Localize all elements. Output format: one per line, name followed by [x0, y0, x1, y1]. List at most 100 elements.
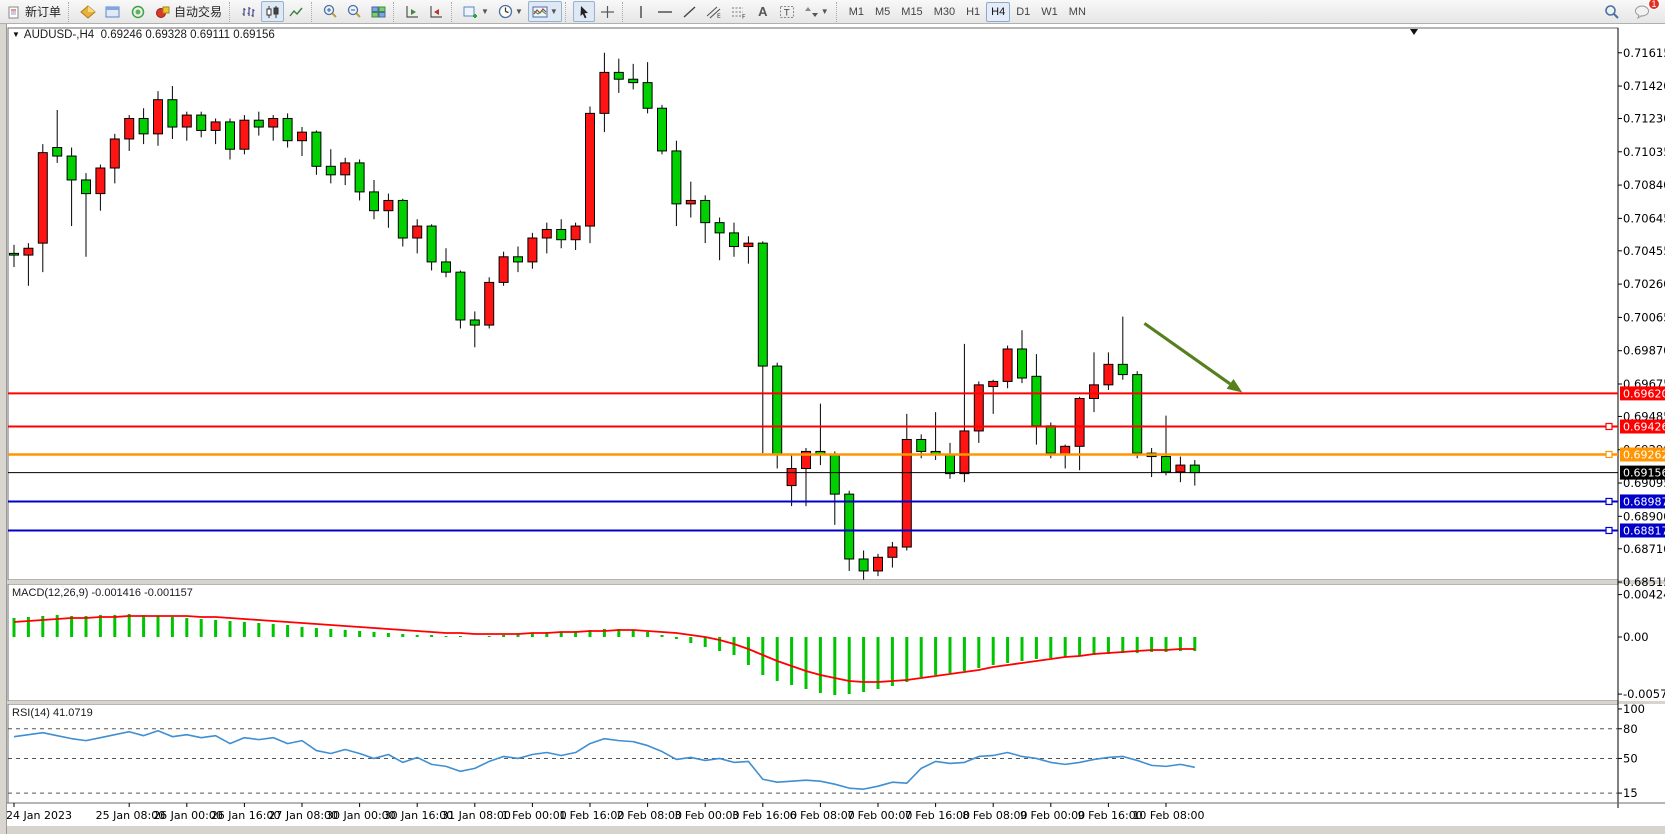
- panel-separator[interactable]: [0, 701, 1665, 704]
- rsi-name: RSI(14): [12, 707, 50, 719]
- candle: [181, 114, 192, 128]
- zoom-out-button[interactable]: [343, 1, 366, 22]
- channel-tool-button[interactable]: E: [702, 1, 726, 22]
- trend-arrow[interactable]: [1143, 322, 1231, 386]
- candle: [973, 384, 984, 432]
- dropdown-arrow-icon: ▼: [514, 7, 523, 16]
- new-order-button[interactable]: 新订单: [4, 1, 65, 22]
- fibonacci-tool-button[interactable]: F: [727, 1, 751, 22]
- timeframe-button-m15[interactable]: M15: [901, 5, 923, 18]
- candle: [901, 438, 912, 548]
- candle: [772, 365, 783, 456]
- notifications-button[interactable]: 1: [1630, 0, 1660, 22]
- templates-button[interactable]: ▼: [527, 1, 562, 22]
- new-order-icon: [8, 6, 19, 18]
- new-chart-button[interactable]: ▼: [459, 1, 493, 22]
- panel-separator[interactable]: [0, 580, 1665, 584]
- line-handle[interactable]: [1605, 422, 1613, 431]
- timeframe-button-m1[interactable]: M1: [848, 5, 864, 18]
- macd-signal-line: [13, 615, 1195, 683]
- timeframe-button-w1[interactable]: W1: [1041, 5, 1058, 18]
- candle: [412, 225, 423, 239]
- clock-icon: [498, 4, 513, 19]
- search-button[interactable]: [1600, 1, 1624, 22]
- candle: [570, 225, 581, 241]
- auto-scroll-button[interactable]: [425, 1, 448, 22]
- zoom-in-button[interactable]: [319, 1, 342, 22]
- timeframe-button-mn[interactable]: MN: [1068, 5, 1086, 18]
- candle: [167, 99, 178, 128]
- candle: [153, 99, 163, 135]
- auto-trading-button[interactable]: 自动交易: [151, 1, 226, 22]
- line-handle[interactable]: [1605, 526, 1613, 535]
- chart-title: ▼ AUDUSD-,H4 0.69246 0.69328 0.69111 0.69…: [12, 29, 275, 41]
- candle: [858, 558, 869, 572]
- candle: [714, 222, 725, 234]
- toolbar-separator: [564, 1, 570, 22]
- window-icon: [105, 6, 120, 17]
- rsi-tick-label: 50: [1623, 751, 1638, 765]
- candle: [498, 256, 509, 283]
- shapes-tool-button[interactable]: ▼: [800, 1, 833, 22]
- chart-shift-button[interactable]: [401, 1, 424, 22]
- candle: [671, 150, 682, 205]
- timeframe-button-h1[interactable]: H1: [966, 5, 981, 18]
- line-handle[interactable]: [1605, 450, 1613, 459]
- timeframe-button-h4[interactable]: H4: [986, 1, 1011, 22]
- periods-button[interactable]: ▼: [494, 1, 527, 22]
- auto-scroll-icon: [430, 5, 443, 18]
- candle: [369, 191, 379, 212]
- timeframe-button-m5[interactable]: M5: [875, 5, 891, 18]
- timeframe-button-d1[interactable]: D1: [1016, 5, 1031, 18]
- macd-values: -0.001416 -0.001157: [91, 587, 193, 599]
- market-watch-button[interactable]: [76, 1, 100, 22]
- candle: [916, 438, 927, 452]
- tile-windows-button[interactable]: [367, 1, 390, 22]
- candle: [613, 71, 624, 80]
- trendline-tool-button[interactable]: [678, 1, 701, 22]
- text-tool-button[interactable]: A: [758, 4, 768, 19]
- arrows-shapes-icon: [804, 6, 818, 17]
- candle: [138, 117, 149, 135]
- candle: [441, 261, 451, 273]
- candle: [1074, 398, 1085, 447]
- time-tick-label: 9 Feb 16:00: [1078, 809, 1143, 822]
- candle: [1189, 464, 1200, 474]
- timeframe-button-m30[interactable]: M30: [933, 5, 956, 18]
- price-badge-label: 0.68987: [1623, 495, 1665, 508]
- candle: [700, 199, 711, 224]
- candle: [757, 242, 768, 367]
- cursor-tool-button[interactable]: [572, 1, 595, 22]
- candle: [729, 232, 739, 248]
- candle: [297, 131, 307, 142]
- toolbar-separator: [393, 1, 398, 22]
- depth-of-market-button[interactable]: [101, 1, 125, 22]
- candle: [397, 199, 408, 239]
- line-handle[interactable]: [1605, 497, 1613, 506]
- crosshair-tool-button[interactable]: [596, 1, 619, 22]
- candle: [585, 112, 595, 227]
- signals-button[interactable]: [126, 1, 150, 22]
- line-chart-mode-button[interactable]: [285, 1, 308, 22]
- candle: [685, 199, 696, 205]
- chart-corner-marker[interactable]: [1410, 29, 1418, 35]
- candlestick-mode-button[interactable]: [261, 1, 285, 22]
- text-label-tool-button[interactable]: T: [775, 1, 799, 22]
- candle: [959, 430, 970, 475]
- candle: [1175, 464, 1186, 473]
- price-tick-label: 0.71035: [1623, 145, 1665, 159]
- vertical-line-tool-button[interactable]: [630, 1, 652, 22]
- window-left-splitter[interactable]: [0, 24, 7, 834]
- bar-chart-mode-button[interactable]: [237, 1, 260, 22]
- candle: [599, 71, 610, 114]
- horizontal-line-tool-button[interactable]: [653, 1, 677, 22]
- candle: [743, 242, 754, 248]
- rsi-group: 100 80 50 15: [8, 702, 1645, 800]
- chart-collapse-icon[interactable]: ▼: [12, 30, 20, 39]
- zoom-in-icon: [323, 4, 337, 18]
- candle: [253, 119, 264, 128]
